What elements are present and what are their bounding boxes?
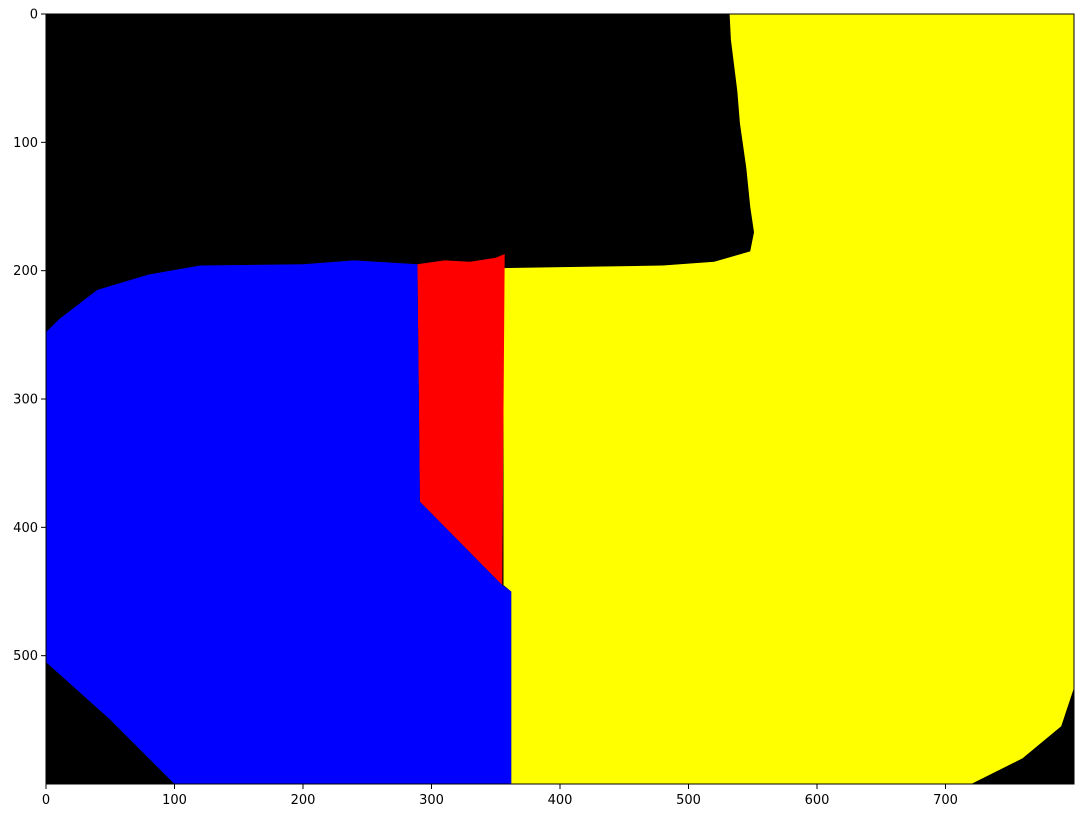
y-tick-label-4: 400: [13, 521, 38, 536]
region-2: [46, 260, 512, 784]
x-tick-label-2: 200: [291, 793, 316, 808]
region-0: [503, 14, 1074, 784]
plot-area: [45, 13, 1075, 785]
y-tick-label-2: 200: [13, 264, 38, 279]
y-tick-label-0: 0: [30, 8, 38, 23]
y-axis: 0 100 200 300 400 500: [13, 8, 46, 664]
x-tick-label-4: 400: [548, 793, 573, 808]
y-tick-label-1: 100: [13, 136, 38, 151]
y-tick-label-5: 500: [13, 649, 38, 664]
x-tick-label-3: 300: [419, 793, 444, 808]
region-1: [417, 254, 505, 586]
x-tick-label-5: 500: [676, 793, 701, 808]
y-tick-label-3: 300: [13, 393, 38, 408]
x-axis: 0 100 200 300 400 500 600 700: [42, 784, 958, 808]
x-tick-label-6: 600: [805, 793, 830, 808]
x-tick-label-1: 100: [162, 793, 187, 808]
x-tick-label-7: 700: [933, 793, 958, 808]
x-tick-label-0: 0: [42, 793, 50, 808]
